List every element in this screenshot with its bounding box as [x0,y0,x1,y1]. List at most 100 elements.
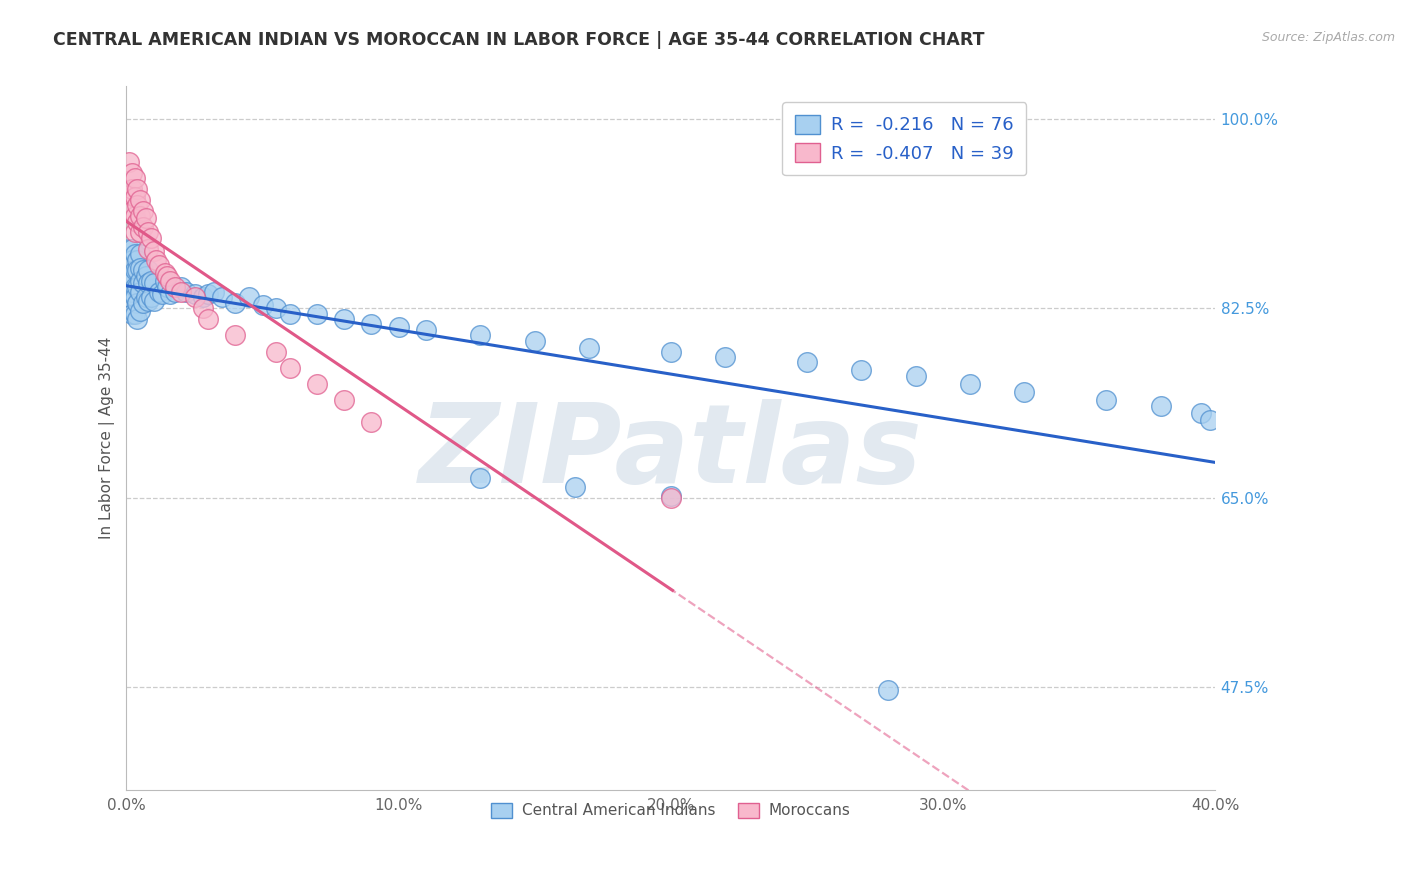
Point [360,415,382,429]
Point [121,307,143,321]
Point [124,190,146,204]
Point [197,287,219,301]
Point [127,214,149,228]
Point [132,277,155,291]
Text: CENTRAL AMERICAN INDIAN VS MOROCCAN IN LABOR FORCE | AGE 35-44 CORRELATION CHART: CENTRAL AMERICAN INDIAN VS MOROCCAN IN L… [53,31,986,49]
Point [183,290,205,304]
Point [333,312,356,326]
Point [142,277,165,291]
Text: Source: ZipAtlas.com: Source: ZipAtlas.com [1261,31,1395,45]
Point [191,290,214,304]
Point [191,301,214,316]
Point [127,263,149,277]
Point [127,312,149,326]
Point [305,307,328,321]
Point [165,285,187,299]
Point [156,279,179,293]
Point [170,285,193,299]
Point [170,279,193,293]
Point [129,193,152,207]
Point [1095,393,1118,408]
Point [124,279,146,293]
Point [124,307,146,321]
Point [333,393,356,408]
Point [129,261,152,276]
Point [1198,413,1220,427]
Point [127,279,149,293]
Point [129,209,152,223]
Point [121,203,143,218]
Point [470,328,492,343]
Point [124,263,146,277]
Point [134,268,156,283]
Point [124,171,146,186]
Point [118,242,141,256]
Text: ZIPatlas: ZIPatlas [419,399,922,506]
Point [132,296,155,310]
Point [224,296,246,310]
Point [1149,399,1171,413]
Point [959,377,981,392]
Point [714,350,737,364]
Point [136,277,159,291]
Point [132,220,155,235]
Point [387,319,409,334]
Point [183,287,205,301]
Point [877,683,900,698]
Point [142,293,165,308]
Point [118,155,141,169]
Point [118,268,141,283]
Point [127,252,149,267]
Point [139,231,162,245]
Point [1014,384,1036,399]
Point [134,211,156,226]
Point [150,287,173,301]
Point [470,471,492,485]
Point [156,268,179,283]
Point [142,244,165,258]
Point [132,203,155,218]
Point [211,290,233,304]
Point [578,341,600,355]
Point [153,266,176,280]
Point [176,285,198,299]
Point [118,187,141,202]
Point [129,247,152,261]
Point [360,318,382,332]
Point [139,290,162,304]
Y-axis label: In Labor Force | Age 35-44: In Labor Force | Age 35-44 [100,337,115,540]
Point [129,226,152,240]
Legend: Central American Indians, Moroccans: Central American Indians, Moroccans [485,797,856,824]
Point [202,285,225,299]
Point [139,274,162,288]
Point [264,301,287,316]
Point [121,252,143,267]
Point [121,166,143,180]
Point [127,182,149,196]
Point [129,304,152,318]
Point [136,263,159,277]
Point [305,377,328,392]
Point [1189,406,1212,420]
Point [124,226,146,240]
Point [165,279,187,293]
Point [523,334,546,348]
Point [238,290,260,304]
Point [121,285,143,299]
Point [127,198,149,212]
Point [121,182,143,196]
Point [136,293,159,308]
Point [659,488,682,502]
Point [564,480,586,494]
Point [153,274,176,288]
Point [224,328,246,343]
Point [134,290,156,304]
Point [127,296,149,310]
Point [124,247,146,261]
Point [159,274,181,288]
Point [136,242,159,256]
Point [145,252,167,267]
Point [118,290,141,304]
Point [659,491,682,505]
Point [129,274,152,288]
